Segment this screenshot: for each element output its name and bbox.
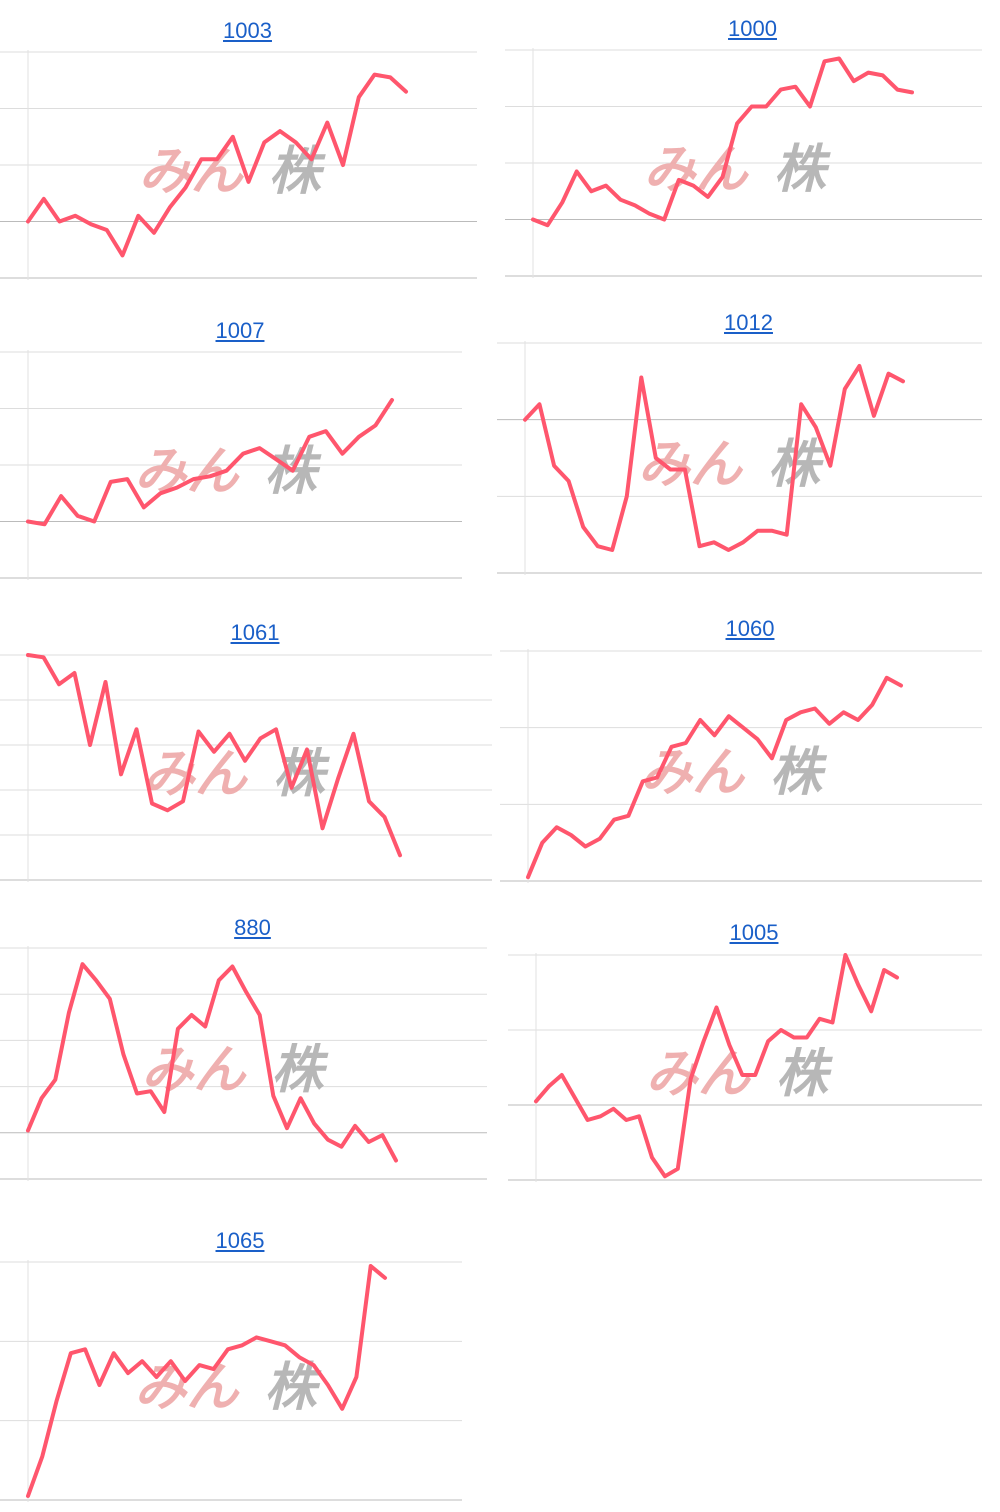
- chart-title-link[interactable]: 1000: [728, 16, 777, 41]
- chart-card-5: 1060 みん株: [500, 616, 1000, 883]
- watermark-logo: みん株: [139, 142, 327, 202]
- watermark-text-1: みん: [139, 142, 245, 202]
- watermark-text-2: 株: [271, 1041, 329, 1101]
- series-line: [526, 675, 903, 880]
- line-chart: みん株: [508, 953, 982, 1182]
- watermark-logo: みん株: [143, 745, 331, 805]
- watermark-text-2: 株: [264, 1358, 322, 1418]
- series-line: [26, 1264, 387, 1498]
- series-line: [523, 364, 905, 552]
- chart-card-0: 1003 みん株: [0, 18, 495, 280]
- watermark-logo: みん株: [134, 1358, 322, 1418]
- watermark-text-1: みん: [638, 435, 744, 495]
- chart-card-7: 1005 みん株: [508, 920, 1000, 1185]
- watermark-text-1: みん: [640, 743, 746, 803]
- chart-title-link[interactable]: 1060: [725, 616, 775, 641]
- watermark-text-2: 株: [269, 142, 327, 202]
- chart-title-link[interactable]: 1007: [215, 318, 265, 343]
- watermark-text-2: 株: [770, 743, 828, 803]
- watermark-logo: みん株: [638, 435, 826, 495]
- watermark-text-1: みん: [134, 1358, 240, 1418]
- watermark-logo: みん株: [646, 1045, 834, 1105]
- line-chart: みん株: [0, 946, 487, 1181]
- watermark-text-2: 株: [776, 1045, 834, 1105]
- watermark-text-1: みん: [141, 1041, 247, 1101]
- chart-title-link[interactable]: 1065: [215, 1228, 265, 1253]
- series-line: [531, 56, 914, 228]
- series-line: [26, 72, 408, 258]
- line-chart: みん株: [0, 50, 477, 280]
- line-chart: みん株: [0, 1260, 462, 1502]
- chart-card-6: 880 みん株: [0, 915, 505, 1185]
- chart-title-link[interactable]: 880: [234, 915, 271, 940]
- chart-card-4: 1061 みん株: [0, 620, 510, 882]
- chart-title-link[interactable]: 1012: [724, 310, 773, 335]
- series-line: [534, 953, 899, 1179]
- watermark-text-1: みん: [644, 140, 750, 200]
- series-line: [26, 398, 394, 527]
- chart-title-link[interactable]: 1003: [223, 18, 272, 43]
- watermark-logo: みん株: [644, 140, 832, 200]
- watermark-text-1: みん: [143, 745, 249, 805]
- line-chart: みん株: [0, 653, 492, 882]
- line-chart: みん株: [505, 48, 982, 278]
- watermark-logo: みん株: [141, 1041, 329, 1101]
- chart-card-2: 1007 みん株: [0, 318, 480, 580]
- line-chart: みん株: [497, 341, 982, 575]
- line-chart: みん株: [500, 649, 982, 883]
- chart-card-1: 1000 みん株: [505, 16, 1000, 278]
- chart-card-8: 1065 みん株: [0, 1228, 480, 1512]
- line-chart: みん株: [0, 350, 462, 580]
- chart-title-link[interactable]: 1005: [729, 920, 779, 945]
- watermark-text-2: 株: [774, 140, 832, 200]
- series-line: [26, 962, 398, 1163]
- chart-card-3: 1012 みん株: [497, 310, 1000, 578]
- series-line: [26, 653, 402, 858]
- chart-title-link[interactable]: 1061: [230, 620, 280, 645]
